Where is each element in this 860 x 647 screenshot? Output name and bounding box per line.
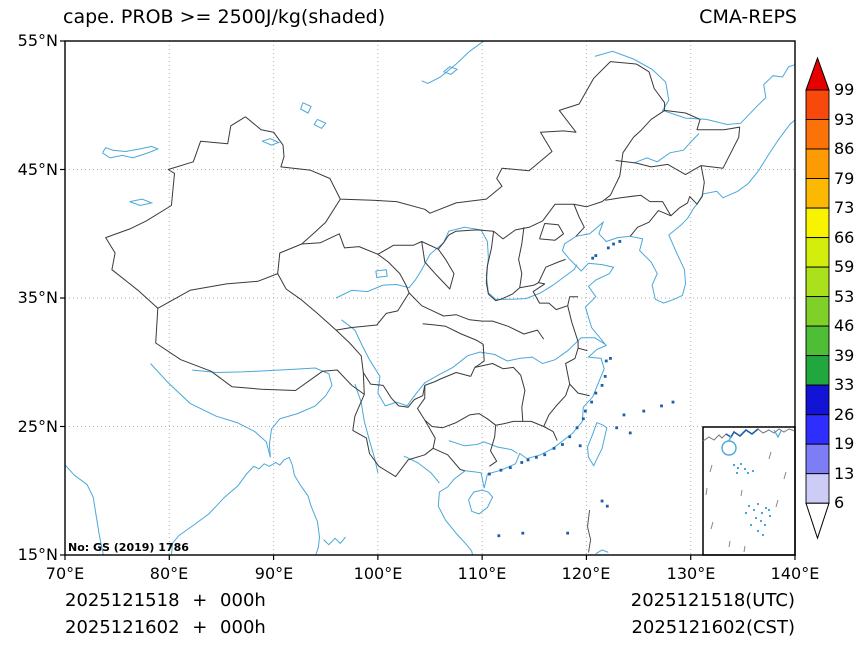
colorbar <box>806 58 829 538</box>
cb-tick-66: 66 <box>834 228 860 247</box>
cb-tick-26: 26 <box>834 405 860 424</box>
x-tick-140e: 140°E <box>763 564 827 583</box>
x-tick-130e: 130°E <box>659 564 723 583</box>
x-tick-110e: 110°E <box>450 564 514 583</box>
x-tick-70e: 70°E <box>33 564 97 583</box>
cb-tick-93: 93 <box>834 110 860 129</box>
init-time-utc: 2025121518 + 000h <box>65 590 266 611</box>
valid-time-utc: 2025121518(UTC) <box>631 590 795 611</box>
coastlines-rivers <box>63 38 797 556</box>
cb-tick-53: 53 <box>834 287 860 306</box>
x-tick-100e: 100°E <box>346 564 410 583</box>
cb-tick-13: 13 <box>834 464 860 483</box>
plot-title: cape. PROB >= 2500J/kg(shaded) <box>63 6 385 28</box>
valid-time-cst: 2025121602(CST) <box>631 617 795 638</box>
x-tick-120e: 120°E <box>554 564 618 583</box>
cb-tick-19: 19 <box>834 434 860 453</box>
y-tick-25n: 25°N <box>10 417 58 436</box>
model-name: CMA-REPS <box>699 6 797 28</box>
cb-tick-86: 86 <box>834 139 860 158</box>
axes-frame <box>60 41 795 560</box>
y-tick-55n: 55°N <box>10 31 58 50</box>
cb-tick-46: 46 <box>834 316 860 335</box>
x-tick-90e: 90°E <box>242 564 306 583</box>
cb-tick-39: 39 <box>834 346 860 365</box>
y-tick-45n: 45°N <box>10 160 58 179</box>
cb-tick-79: 79 <box>834 169 860 188</box>
cb-tick-33: 33 <box>834 375 860 394</box>
island-specks <box>488 240 674 552</box>
province-borders <box>106 62 740 477</box>
init-time-cst: 2025121602 + 000h <box>65 617 266 638</box>
y-tick-15n: 15°N <box>10 545 58 564</box>
x-tick-80e: 80°E <box>137 564 201 583</box>
cb-tick-73: 73 <box>834 198 860 217</box>
cb-tick-99: 99 <box>834 80 860 99</box>
y-tick-35n: 35°N <box>10 288 58 307</box>
cb-tick-59: 59 <box>834 257 860 276</box>
weather-plot-figure: cape. PROB >= 2500J/kg(shaded) CMA-REPS … <box>0 0 860 647</box>
map-note: No: GS (2019) 1786 <box>68 541 189 554</box>
south-china-sea-inset <box>703 427 795 555</box>
cb-tick-6: 6 <box>834 493 860 512</box>
